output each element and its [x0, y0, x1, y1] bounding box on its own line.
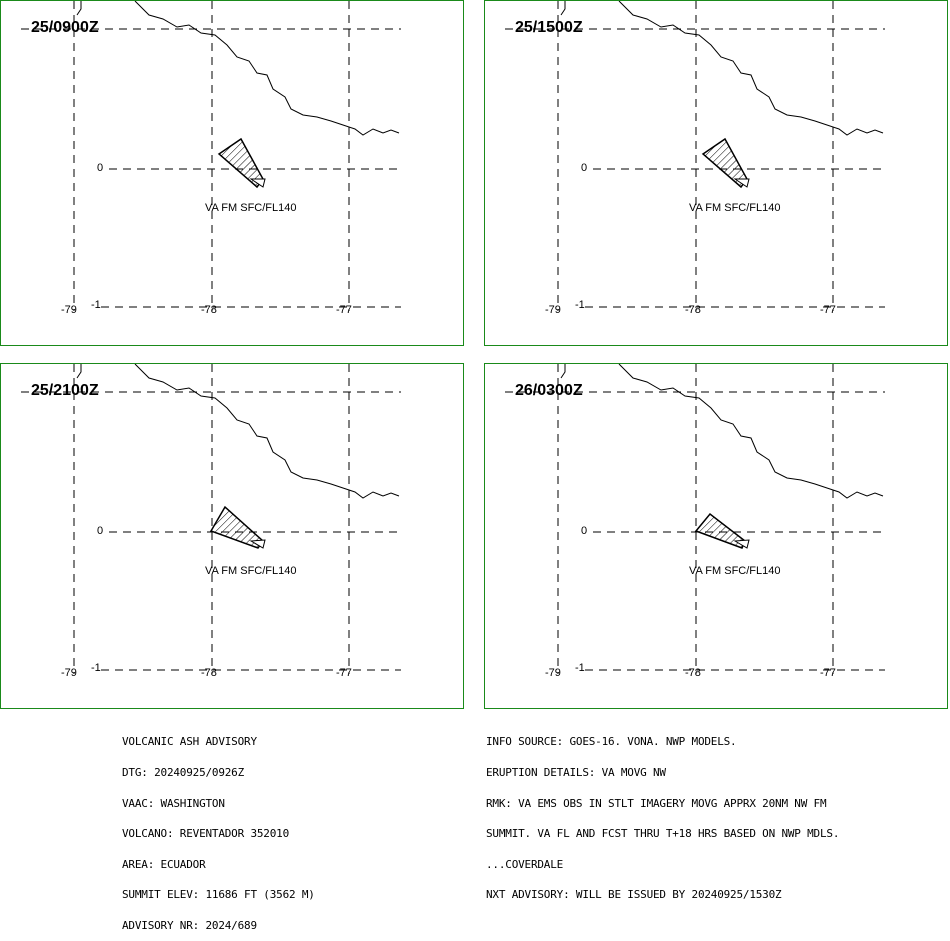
advisory-line: RMK: VA EMS OBS IN STLT IMAGERY MOVG APP…: [486, 796, 827, 810]
lat-label-minus1: -1: [575, 662, 585, 674]
advisory-line: ERUPTION DETAILS: VA MOVG NW: [486, 766, 666, 779]
volcano-marker-icon: [249, 539, 266, 549]
lat-label-minus1: -1: [91, 299, 101, 311]
forecast-panel-2: 25/1500Z 0 -1 -79 -78 -77 VA FM SFC/FL14…: [484, 0, 948, 346]
advisory-line: VOLCANO: REVENTADOR 352010: [122, 827, 289, 841]
forecast-panel-1: 25/0900Z 0 -1 -79 -78 -77 VA FM SFC/FL14…: [0, 0, 464, 346]
volcano-marker-icon: [733, 539, 750, 549]
lat-label-0: 0: [581, 525, 588, 537]
advisory-line: AREA: ECUADOR: [122, 857, 206, 871]
ash-map: [21, 1, 401, 311]
advisory-line: NXT ADVISORY: WILL BE ISSUED BY 20240925…: [486, 888, 782, 902]
ash-layer-label: VA FM SFC/FL140: [205, 202, 297, 214]
volcano-marker-icon: [249, 178, 266, 188]
lon-label-78: -78: [201, 667, 217, 679]
lon-label-77: -77: [336, 304, 352, 316]
coastline: [134, 1, 400, 136]
lon-label-77: -77: [820, 667, 836, 679]
volcano-marker-icon: [733, 178, 750, 188]
ash-map: [505, 1, 885, 311]
advisory-line: ...COVERDALE: [486, 857, 564, 871]
coastline: [76, 1, 82, 16]
lat-label-0: 0: [97, 525, 104, 537]
panel-time: 26/0300Z: [515, 382, 583, 399]
ash-map: [21, 364, 401, 674]
panel-time: 25/2100Z: [31, 382, 99, 399]
advisory-line: DTG: 20240925/0926Z: [122, 766, 245, 779]
coastline: [134, 364, 400, 499]
lon-label-78: -78: [685, 304, 701, 316]
advisory-line: VAAC: WASHINGTON: [122, 796, 225, 810]
ash-map: [505, 364, 885, 674]
lat-label-0: 0: [581, 162, 588, 174]
advisory-info-right: INFO SOURCE: GOES-16. VONA. NWP MODELS. …: [486, 717, 839, 911]
coastline: [560, 1, 566, 16]
ash-layer-label: VA FM SFC/FL140: [689, 202, 781, 214]
lat-label-0: 0: [97, 162, 104, 174]
lon-label-77: -77: [820, 304, 836, 316]
lon-label-79: -79: [545, 667, 561, 679]
ash-layer-label: VA FM SFC/FL140: [205, 565, 297, 577]
lat-label-minus1: -1: [91, 662, 101, 674]
coastline: [76, 364, 82, 379]
advisory-line: SUMMIT. VA FL AND FCST THRU T+18 HRS BAS…: [486, 827, 840, 841]
lat-label-minus1: -1: [575, 299, 585, 311]
advisory-line: ADVISORY NR: 2024/689: [122, 918, 257, 932]
panel-time: 25/1500Z: [515, 19, 583, 36]
lon-label-78: -78: [685, 667, 701, 679]
coastline: [618, 1, 884, 136]
advisory-line: VOLCANIC ASH ADVISORY: [122, 735, 257, 749]
coastline: [618, 364, 884, 499]
lon-label-79: -79: [61, 667, 77, 679]
advisory-line: SUMMIT ELEV: 11686 FT (3562 M): [122, 888, 315, 902]
advisory-line: INFO SOURCE: GOES-16. VONA. NWP MODELS.: [486, 735, 737, 749]
lon-label-79: -79: [545, 304, 561, 316]
forecast-panel-3: 25/2100Z 0 -1 -79 -78 -77 VA FM SFC/FL14…: [0, 363, 464, 709]
ash-layer-label: VA FM SFC/FL140: [689, 565, 781, 577]
advisory-info-left: VOLCANIC ASH ADVISORY DTG: 20240925/0926…: [122, 717, 315, 941]
forecast-panel-4: 26/0300Z 0 -1 -79 -78 -77 VA FM SFC/FL14…: [484, 363, 948, 709]
panel-time: 25/0900Z: [31, 19, 99, 36]
lon-label-79: -79: [61, 304, 77, 316]
lon-label-77: -77: [336, 667, 352, 679]
coastline: [560, 364, 566, 379]
lon-label-78: -78: [201, 304, 217, 316]
